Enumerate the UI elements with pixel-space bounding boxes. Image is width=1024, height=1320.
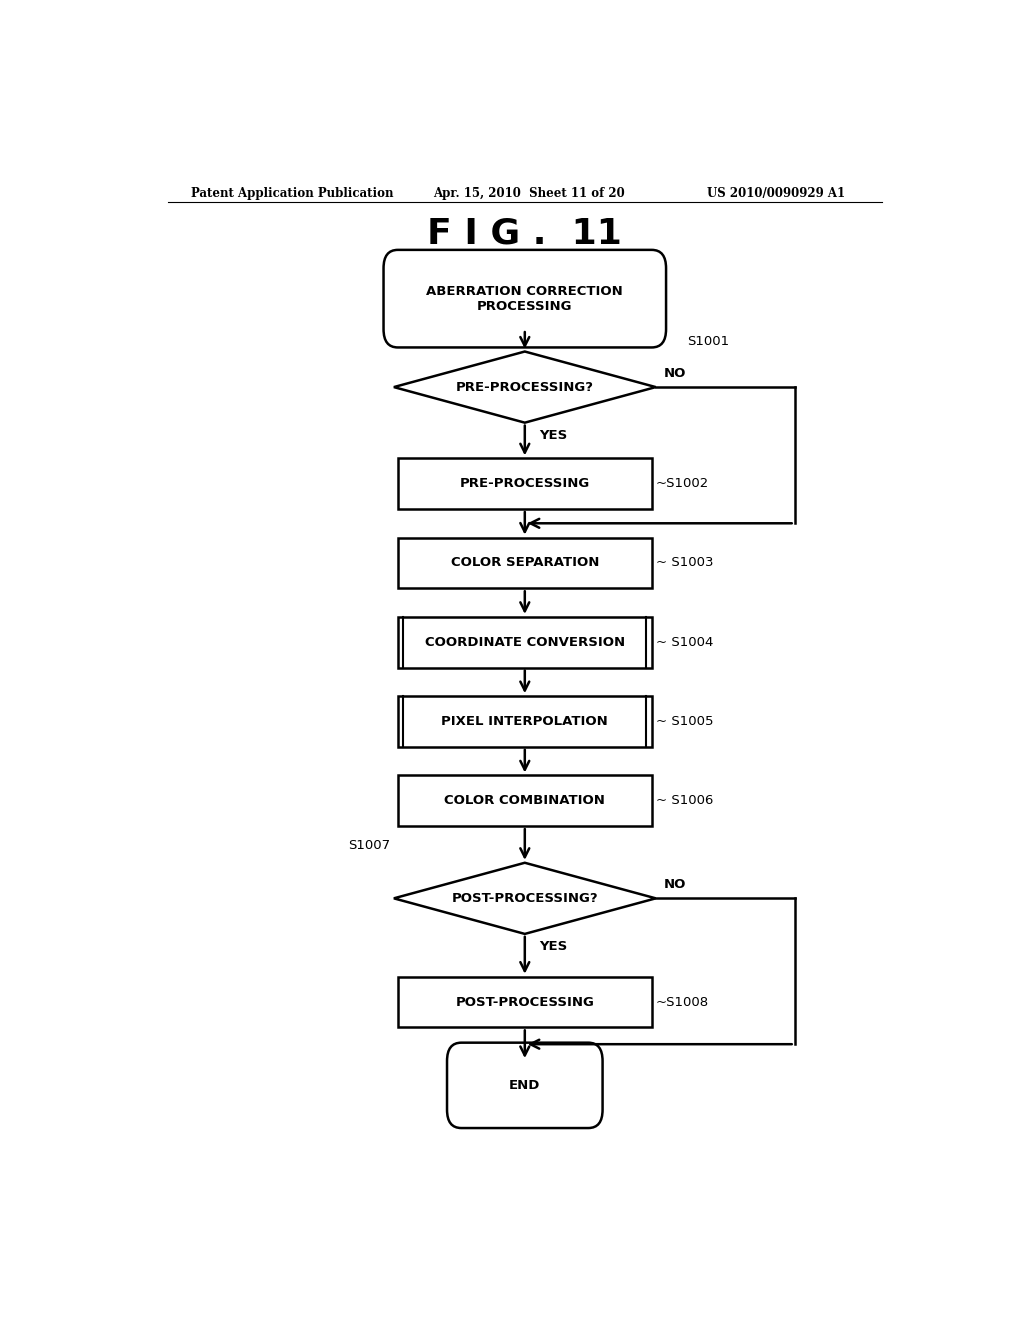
Text: COORDINATE CONVERSION: COORDINATE CONVERSION xyxy=(425,636,625,648)
Text: Patent Application Publication: Patent Application Publication xyxy=(191,187,394,201)
Text: US 2010/0090929 A1: US 2010/0090929 A1 xyxy=(708,187,846,201)
Text: NO: NO xyxy=(664,878,686,891)
Bar xyxy=(397,458,651,510)
Text: COLOR SEPARATION: COLOR SEPARATION xyxy=(451,557,599,569)
Polygon shape xyxy=(394,351,655,422)
Text: END: END xyxy=(509,1078,541,1092)
Text: ~S1008: ~S1008 xyxy=(655,995,709,1008)
Text: ~S1002: ~S1002 xyxy=(655,477,709,490)
Bar xyxy=(397,696,651,747)
Text: ABERRATION CORRECTION
PROCESSING: ABERRATION CORRECTION PROCESSING xyxy=(426,285,624,313)
Text: YES: YES xyxy=(539,429,567,442)
Bar xyxy=(397,616,651,668)
Text: PIXEL INTERPOLATION: PIXEL INTERPOLATION xyxy=(441,715,608,729)
Text: POST-PROCESSING?: POST-PROCESSING? xyxy=(452,892,598,904)
Bar xyxy=(397,775,651,826)
Bar xyxy=(397,537,651,589)
Text: POST-PROCESSING: POST-PROCESSING xyxy=(456,995,594,1008)
FancyBboxPatch shape xyxy=(384,249,666,347)
Text: S1007: S1007 xyxy=(348,840,390,851)
Text: COLOR COMBINATION: COLOR COMBINATION xyxy=(444,795,605,808)
Bar xyxy=(397,977,651,1027)
Text: F I G .  11: F I G . 11 xyxy=(427,216,623,251)
FancyBboxPatch shape xyxy=(447,1043,602,1129)
Text: ~ S1006: ~ S1006 xyxy=(655,795,713,808)
Text: Apr. 15, 2010  Sheet 11 of 20: Apr. 15, 2010 Sheet 11 of 20 xyxy=(433,187,626,201)
Text: YES: YES xyxy=(539,940,567,953)
Text: S1001: S1001 xyxy=(687,335,730,348)
Text: PRE-PROCESSING: PRE-PROCESSING xyxy=(460,477,590,490)
Polygon shape xyxy=(394,863,655,935)
Text: ~ S1005: ~ S1005 xyxy=(655,715,714,729)
Text: ~ S1003: ~ S1003 xyxy=(655,557,714,569)
Text: PRE-PROCESSING?: PRE-PROCESSING? xyxy=(456,380,594,393)
Text: ~ S1004: ~ S1004 xyxy=(655,636,713,648)
Text: NO: NO xyxy=(664,367,686,380)
